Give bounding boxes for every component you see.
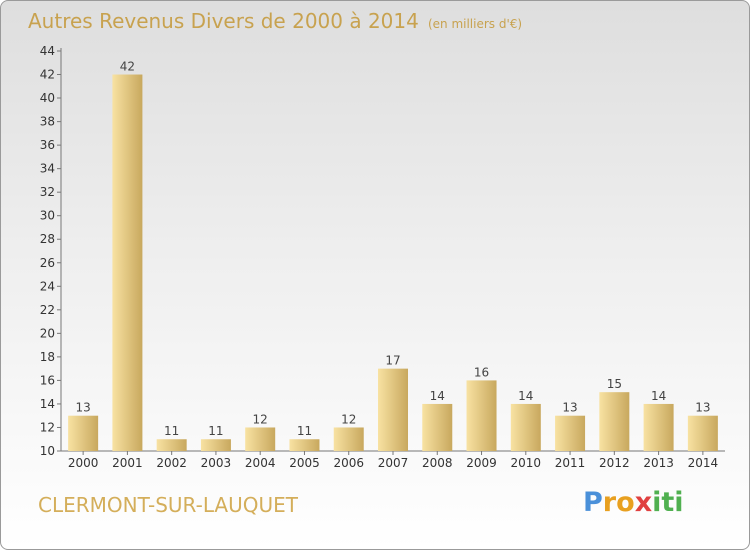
y-tick-label: 24 xyxy=(40,279,55,293)
y-tick-label: 26 xyxy=(40,256,55,270)
bar-2008 xyxy=(422,403,453,451)
chart-title-main: Autres Revenus Divers de 2000 à 2014 xyxy=(28,9,419,33)
bar-2004 xyxy=(245,427,276,451)
y-tick-label: 30 xyxy=(40,209,55,223)
logo-letter: r xyxy=(602,487,617,518)
data-label-2000: 13 xyxy=(75,401,90,415)
x-tick-label-2013: 2013 xyxy=(643,456,674,470)
x-tick-label-2009: 2009 xyxy=(466,456,497,470)
bar-2010 xyxy=(510,403,541,451)
logo-letter: t xyxy=(661,487,675,518)
y-tick-label: 16 xyxy=(40,373,55,387)
y-tick-label: 14 xyxy=(40,397,55,411)
y-tick-label: 18 xyxy=(40,350,55,364)
logo-letter: P xyxy=(583,487,603,518)
data-label-2002: 11 xyxy=(164,424,179,438)
data-label-2008: 14 xyxy=(430,389,445,403)
y-tick-label: 38 xyxy=(40,115,55,129)
data-label-2011: 13 xyxy=(562,401,577,415)
data-label-2005: 11 xyxy=(297,424,312,438)
data-label-2007: 17 xyxy=(385,354,400,368)
data-label-2004: 12 xyxy=(253,412,268,426)
data-label-2001: 42 xyxy=(120,60,135,74)
bar-2003 xyxy=(200,439,231,451)
logo-letter: x xyxy=(634,487,653,518)
commune-name: CLERMONT-SUR-LAUQUET xyxy=(38,493,298,517)
y-tick-label: 28 xyxy=(40,232,55,246)
bar-2006 xyxy=(333,427,364,451)
bar-2000 xyxy=(68,415,99,451)
data-label-2012: 15 xyxy=(607,377,622,391)
y-tick-label: 22 xyxy=(40,303,55,317)
bar-2011 xyxy=(555,415,586,451)
bar-2014 xyxy=(687,415,718,451)
y-tick-label: 20 xyxy=(40,326,55,340)
data-label-2006: 12 xyxy=(341,412,356,426)
x-tick-label-2003: 2003 xyxy=(201,456,232,470)
bar-2007 xyxy=(378,368,408,451)
x-tick-label-2011: 2011 xyxy=(555,456,586,470)
x-tick-label-2010: 2010 xyxy=(511,456,542,470)
x-tick-label-2014: 2014 xyxy=(688,456,719,470)
y-tick-label: 32 xyxy=(40,185,55,199)
bar-2012 xyxy=(599,392,630,451)
data-label-2010: 14 xyxy=(518,389,533,403)
y-tick-label: 12 xyxy=(40,420,55,434)
chart-title-unit: (en milliers d'€) xyxy=(427,17,523,31)
data-label-2003: 11 xyxy=(208,424,223,438)
y-tick-label: 10 xyxy=(40,444,55,458)
bar-2005 xyxy=(289,439,320,451)
x-tick-label-2004: 2004 xyxy=(245,456,276,470)
chart-title: Autres Revenus Divers de 2000 à 2014 (en… xyxy=(28,9,522,33)
x-tick-label-2006: 2006 xyxy=(333,456,364,470)
x-tick-label-2012: 2012 xyxy=(599,456,630,470)
proxiti-logo[interactable]: Proxiti xyxy=(583,487,684,518)
y-tick-label: 34 xyxy=(40,162,55,176)
logo-letter: o xyxy=(616,487,635,518)
bar-2009 xyxy=(466,380,497,451)
y-tick-label: 40 xyxy=(40,91,55,105)
bar-2002 xyxy=(156,439,187,451)
bar-2001 xyxy=(112,74,143,451)
data-label-2009: 16 xyxy=(474,365,489,379)
y-tick-label: 44 xyxy=(40,44,55,58)
x-tick-label-2007: 2007 xyxy=(378,456,409,470)
data-label-2013: 14 xyxy=(651,389,666,403)
data-label-2014: 13 xyxy=(695,401,710,415)
x-tick-label-2008: 2008 xyxy=(422,456,453,470)
logo-letter: i xyxy=(652,487,662,518)
x-tick-label-2001: 2001 xyxy=(112,456,143,470)
x-tick-label-2002: 2002 xyxy=(156,456,187,470)
y-tick-label: 42 xyxy=(40,68,55,82)
y-tick-label: 36 xyxy=(40,138,55,152)
x-tick-label-2000: 2000 xyxy=(68,456,99,470)
x-tick-label-2005: 2005 xyxy=(289,456,320,470)
logo-letter: i xyxy=(674,487,684,518)
bar-2013 xyxy=(643,403,674,451)
